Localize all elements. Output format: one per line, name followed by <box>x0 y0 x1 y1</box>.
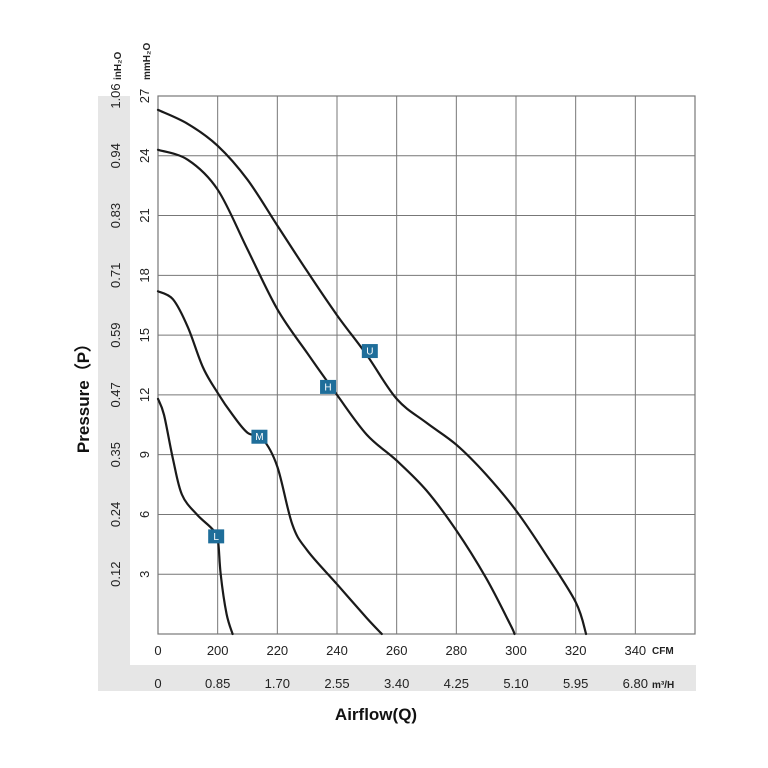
y2-tick-label: 0.71 <box>108 263 123 288</box>
curve-marker-h <box>320 379 337 394</box>
grid-lines <box>158 96 695 634</box>
x2-tick-label: 4.25 <box>444 676 469 691</box>
x-tick-label: 200 <box>207 643 229 658</box>
x-tick-label: 220 <box>266 643 288 658</box>
x-tick-label: 260 <box>386 643 408 658</box>
y2-tick-label: 0.47 <box>108 382 123 407</box>
y2-tick-label: 0.24 <box>108 502 123 527</box>
y2-tick-label: 0.35 <box>108 442 123 467</box>
x-tick-label: 280 <box>445 643 467 658</box>
y-axis-title: Pressure（P） <box>73 335 93 453</box>
x-tick-label: 240 <box>326 643 348 658</box>
y-unit-label: mmH₂O <box>142 43 153 80</box>
curve-u <box>156 108 588 636</box>
secondary-x-axis-band <box>98 665 696 691</box>
x2-unit-label: m³/H <box>652 680 674 691</box>
y-tick-label: 21 <box>137 208 152 222</box>
x-tick-label: 340 <box>624 643 646 658</box>
x-unit-label: CFM <box>652 646 674 657</box>
y-tick-label: 15 <box>137 328 152 342</box>
x2-tick-label: 3.40 <box>384 676 409 691</box>
y2-unit-label: inH₂O <box>113 51 124 80</box>
tick-label-group: 0 200 220 240 260 280 300 320 340 0 0.85 1.70 2.55 3.… <box>108 83 648 691</box>
curve-h <box>156 148 516 636</box>
x2-tick-label: 5.10 <box>503 676 528 691</box>
curve-marker-label-u: U <box>366 347 373 358</box>
x-tick-label: 320 <box>565 643 587 658</box>
y-tick-label: 9 <box>137 451 152 458</box>
curve-marker-label-m: M <box>255 432 263 443</box>
curve-marker-m <box>251 429 268 444</box>
y-tick-label: 12 <box>137 388 152 402</box>
x-tick-label: 300 <box>505 643 527 658</box>
plot-area-background <box>158 96 695 634</box>
plot-frame <box>157 95 696 635</box>
x2-tick-label: 6.80 <box>623 676 648 691</box>
x2-tick-label: 2.55 <box>324 676 349 691</box>
x2-tick-label: 1.70 <box>265 676 290 691</box>
curve-marker-label-h: H <box>324 382 331 393</box>
curve-l <box>156 397 234 636</box>
y2-tick-label: 0.59 <box>108 322 123 347</box>
x2-tick-label: 5.95 <box>563 676 588 691</box>
secondary-y-axis-band <box>98 96 130 691</box>
x2-tick-label: 0 <box>154 676 161 691</box>
y-tick-label: 3 <box>137 571 152 578</box>
y-tick-label: 6 <box>137 511 152 518</box>
y2-tick-label: 1.06 <box>108 83 123 108</box>
curve-marker-group: U H M L <box>208 344 378 544</box>
y2-tick-label: 0.94 <box>108 143 123 168</box>
y-tick-label: 18 <box>137 268 152 282</box>
x-tick-label: 0 <box>154 643 161 658</box>
y-tick-label: 24 <box>137 149 152 163</box>
y-tick-label: 27 <box>137 89 152 103</box>
curve-marker-l <box>208 529 225 544</box>
curve-marker-label-l: L <box>213 532 219 543</box>
x-axis-title: Airflow(Q) <box>335 705 417 724</box>
y2-tick-label: 0.12 <box>108 562 123 587</box>
x2-tick-label: 0.85 <box>205 676 230 691</box>
y2-tick-label: 0.83 <box>108 203 123 228</box>
curve-marker-u <box>361 344 378 359</box>
